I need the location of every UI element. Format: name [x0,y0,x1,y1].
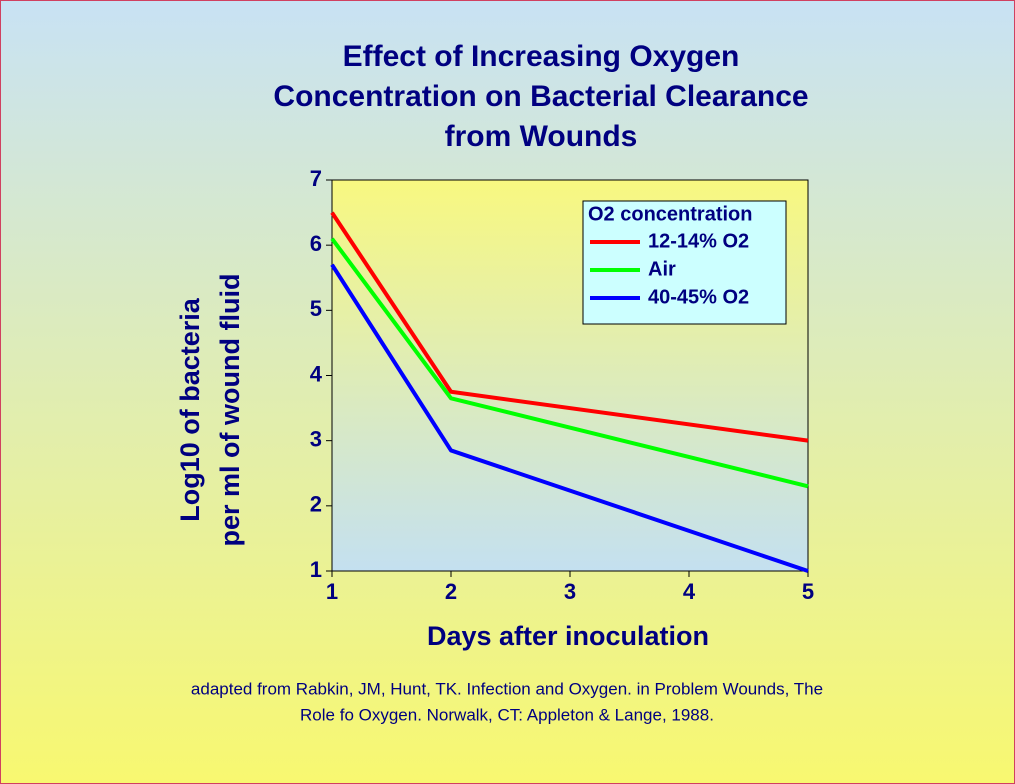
chart-title: Effect of Increasing Oxygen [343,40,740,73]
legend-box [582,200,787,325]
x-tick-label: 1 [326,579,338,604]
y-axis-label: per ml of wound fluid [215,274,245,547]
footnote: Role fo Oxygen. Norwalk, CT: Appleton & … [300,705,714,724]
y-tick-label: 4 [310,361,323,386]
legend-title: O2 concentration [588,203,752,225]
x-tick-label: 3 [564,579,576,604]
x-axis-label: Days after inoculation [427,621,709,651]
y-tick-label: 5 [310,296,322,321]
y-axis-label: Log10 of bacteria [175,297,205,522]
y-tick-label: 1 [310,557,322,582]
series-line [330,263,809,573]
legend-label: 12-14% O2 [648,230,749,252]
y-tick-label: 6 [310,231,322,256]
series-line [330,237,809,489]
y-tick-label: 2 [310,492,322,517]
x-tick-label: 4 [683,579,696,604]
y-tick-label: 7 [310,166,322,191]
chart-title: from Wounds [445,120,638,153]
x-tick-label: 5 [802,579,814,604]
series-line [330,211,809,443]
footnote: adapted from Rabkin, JM, Hunt, TK. Infec… [191,679,823,698]
y-tick-label: 3 [310,426,322,451]
x-tick-label: 2 [445,579,457,604]
chart-title: Concentration on Bacterial Clearance [273,80,808,113]
legend-label: Air [648,258,676,280]
legend-label: 40-45% O2 [648,286,749,308]
